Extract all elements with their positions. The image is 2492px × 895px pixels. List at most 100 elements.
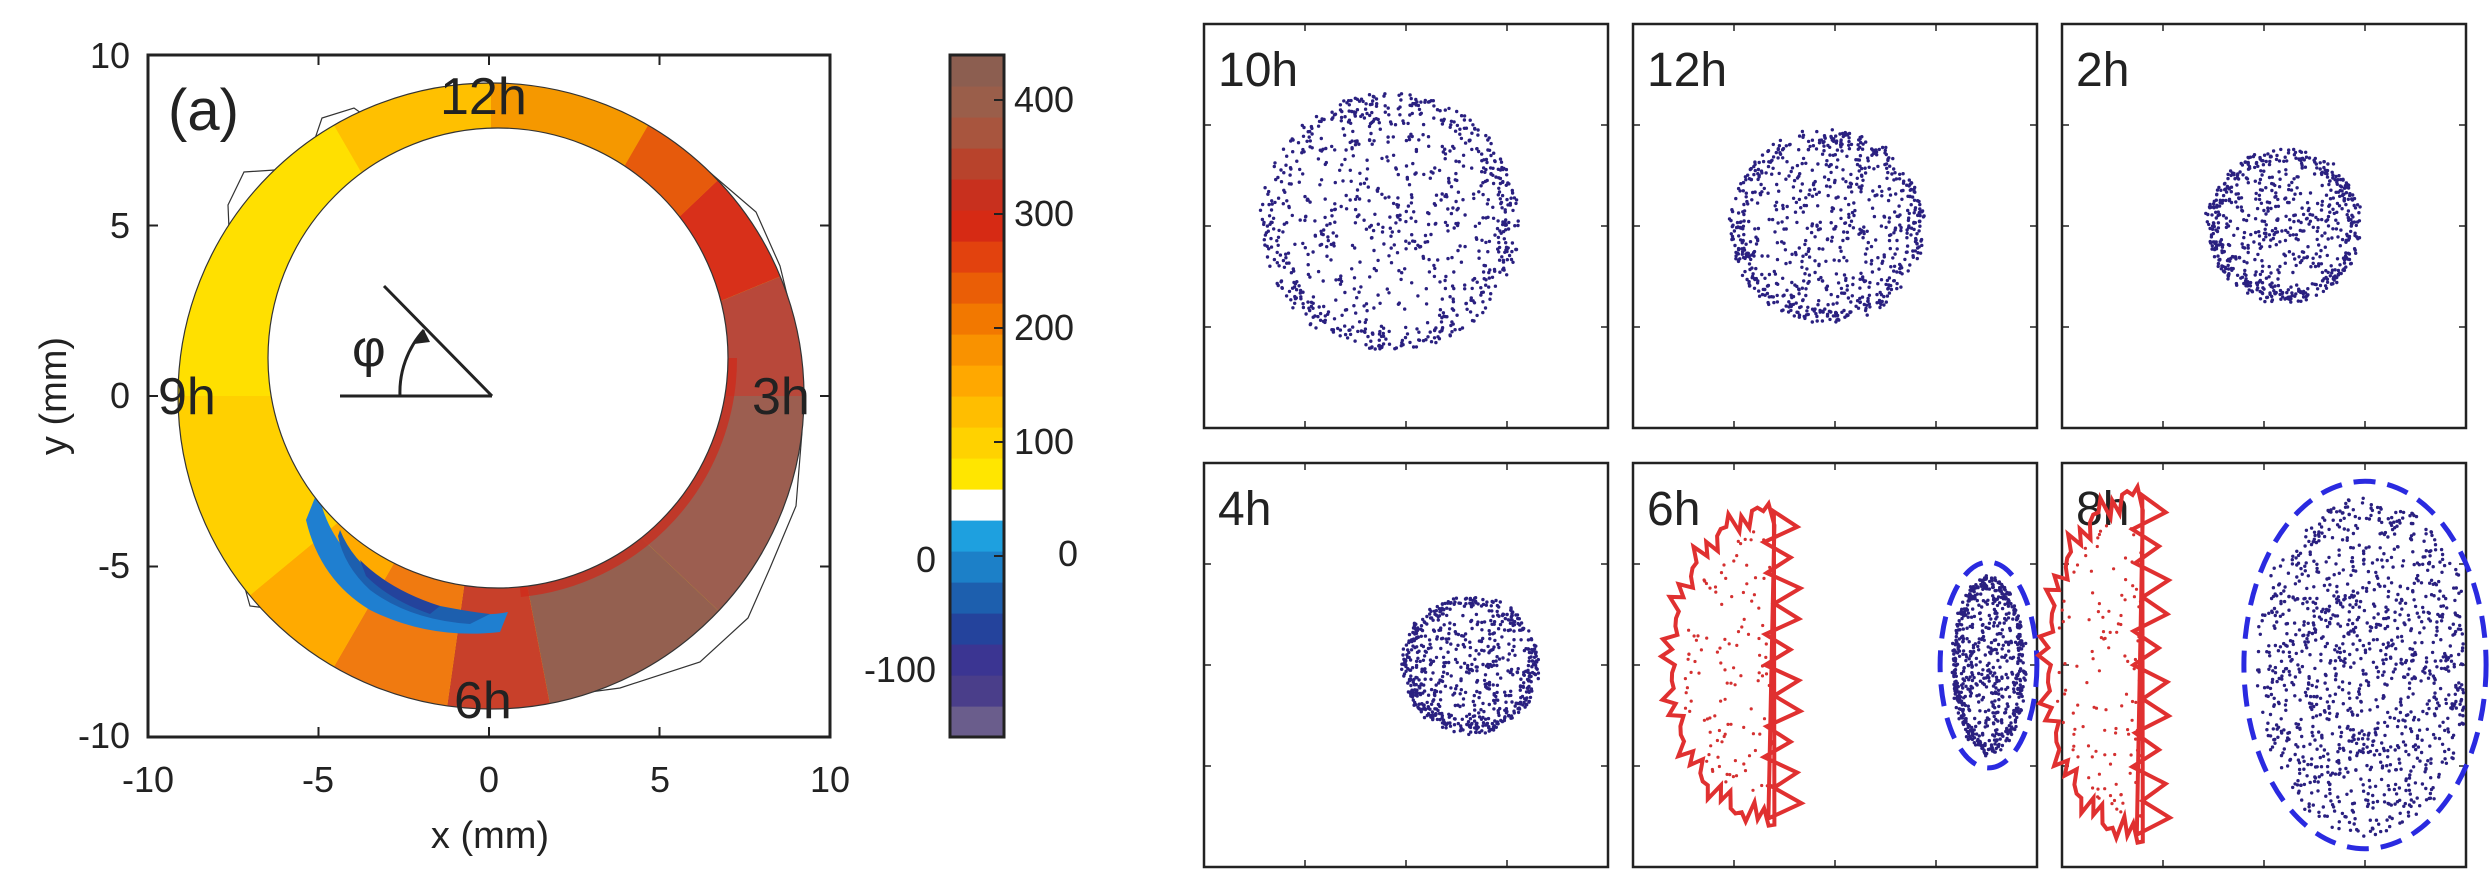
scatter-point xyxy=(2349,261,2353,266)
scatter-point xyxy=(1906,208,1910,213)
scatter-point xyxy=(2329,188,2333,192)
scatter-point xyxy=(1509,667,1514,672)
scatter-point xyxy=(1433,203,1438,207)
scatter-point xyxy=(1503,616,1508,621)
scatter-point-red xyxy=(2057,670,2061,675)
scatter-point xyxy=(2314,215,2318,220)
scatter-point xyxy=(1298,167,1302,172)
scatter-panel-2h: 2h xyxy=(2060,22,2468,430)
scatter-point xyxy=(1840,291,1844,295)
clock-label-12h: 12h xyxy=(440,68,527,126)
scatter-point xyxy=(1455,660,1459,665)
scatter-point xyxy=(1493,233,1497,237)
scatter-point xyxy=(1449,642,1453,646)
scatter-point xyxy=(1815,319,1819,323)
scatter-point xyxy=(1463,244,1467,249)
scatter-point xyxy=(2277,170,2281,174)
scatter-point xyxy=(1965,637,1969,641)
scatter-point xyxy=(2440,615,2444,619)
scatter-point xyxy=(1410,233,1414,237)
scatter-point xyxy=(2350,197,2354,201)
scatter-point xyxy=(1378,127,1383,131)
scatter-point xyxy=(2437,772,2441,777)
scatter-point xyxy=(1882,214,1886,218)
scatter-point xyxy=(1516,223,1520,228)
scatter-point xyxy=(1454,159,1458,163)
scatter-point xyxy=(2323,231,2327,235)
scatter-point xyxy=(1824,163,1829,167)
scatter-point xyxy=(2430,650,2435,655)
scatter-point xyxy=(2293,192,2297,196)
scatter-point xyxy=(1889,283,1893,288)
scatter-point xyxy=(2271,236,2275,241)
scatter-point-red xyxy=(1714,590,1718,594)
scatter-point xyxy=(1790,295,1794,300)
scatter-point xyxy=(2416,573,2420,578)
scatter-point xyxy=(1859,186,1863,191)
scatter-point xyxy=(1775,182,1779,187)
scatter-point xyxy=(2222,182,2227,186)
scatter-point xyxy=(1972,614,1977,619)
colorbar-level xyxy=(950,489,1004,521)
scatter-point xyxy=(2345,182,2349,187)
scatter-point xyxy=(1284,256,1288,260)
scatter-point xyxy=(1976,644,1980,649)
scatter-point-red xyxy=(2072,570,2076,574)
scatter-point-red xyxy=(1751,732,1755,736)
scatter-point xyxy=(2304,528,2309,532)
scatter-point xyxy=(1507,652,1512,656)
scatter-point xyxy=(1425,614,1429,619)
scatter-point xyxy=(1795,163,1800,168)
scatter-point xyxy=(1977,640,1981,645)
scatter-point xyxy=(1321,147,1325,151)
scatter-point xyxy=(2015,625,2020,629)
scatter-point xyxy=(2371,793,2375,798)
scatter-point xyxy=(2262,169,2266,173)
scatter-point xyxy=(1341,127,1345,131)
scatter-point xyxy=(2290,558,2294,562)
scatter-point xyxy=(2319,248,2323,253)
scatter-point xyxy=(1996,658,2000,663)
scatter-point xyxy=(1466,720,1471,724)
scatter-point xyxy=(1746,202,1750,206)
scatter-point-red xyxy=(1723,732,1727,736)
scatter-point xyxy=(2280,290,2285,295)
scatter-point xyxy=(1489,172,1493,176)
scatter-point xyxy=(1954,628,1958,633)
scatter-point xyxy=(1513,704,1517,708)
scatter-point xyxy=(2283,254,2288,258)
scatter-point xyxy=(2427,706,2431,711)
scatter-point xyxy=(2222,249,2226,254)
scatter-point xyxy=(2415,611,2419,615)
scatter-point xyxy=(1504,167,1509,172)
scatter-point xyxy=(2235,173,2240,177)
scatter-point xyxy=(1276,235,1281,239)
scatter-point xyxy=(1333,207,1337,212)
scatter-point xyxy=(1491,216,1496,220)
scatter-point xyxy=(1489,604,1494,608)
scatter-point xyxy=(1987,738,1992,743)
scatter-point-red xyxy=(1707,753,1711,757)
scatter-point xyxy=(1853,208,1857,213)
scatter-point-red xyxy=(1704,581,1708,586)
scatter-point xyxy=(1427,638,1432,642)
scatter-point xyxy=(2281,650,2285,654)
scatter-point xyxy=(1497,605,1501,609)
colorbar-level xyxy=(950,365,1004,397)
scatter-point xyxy=(2234,192,2238,196)
scatter-point xyxy=(1289,271,1294,275)
scatter-point xyxy=(1989,646,1993,650)
scatter-point xyxy=(2358,599,2363,604)
scatter-point xyxy=(1484,283,1488,287)
scatter-point xyxy=(1319,136,1324,141)
scatter-point xyxy=(1817,277,1821,282)
scatter-point xyxy=(2250,290,2255,294)
scatter-point xyxy=(1434,683,1438,687)
scatter-point xyxy=(1394,166,1398,170)
scatter-point xyxy=(1416,627,1420,632)
scatter-point xyxy=(1965,603,1970,607)
scatter-point xyxy=(2253,179,2257,183)
scatter-point xyxy=(1828,153,1832,157)
scatter-point xyxy=(1391,153,1396,157)
scatter-point-red xyxy=(2123,598,2127,602)
